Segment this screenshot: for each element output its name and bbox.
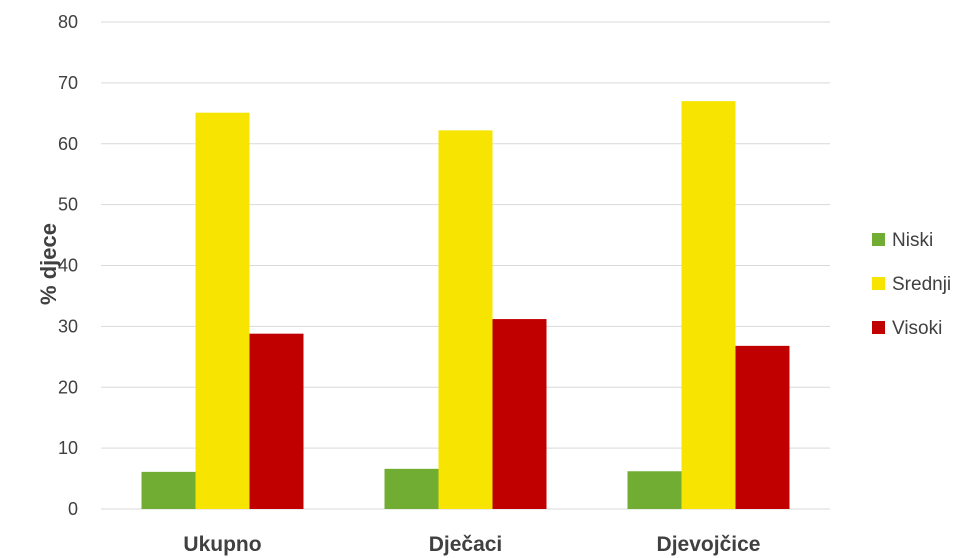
bar-visoki-1 [492,319,547,509]
x-category-label: Djevojčice [657,533,761,556]
y-tick-label: 30 [58,316,78,336]
y-tick-label: 40 [58,256,78,276]
bar-visoki-2 [735,345,790,509]
legend-swatch-visoki [872,321,885,334]
bar-niski-2 [627,471,682,509]
y-tick-label: 50 [58,195,78,215]
y-tick-label: 10 [58,438,78,458]
bars [141,101,790,510]
x-axis-category-labels: Ukupno Dječaci Djevojčice [183,533,760,556]
legend-swatch-niski [872,233,885,246]
bar-niski-1 [384,468,439,509]
y-tick-label: 60 [58,134,78,154]
legend-label-niski: Niski [892,230,933,251]
x-category-label: Ukupno [183,533,261,556]
bar-niski-0 [141,471,196,509]
bar-visoki-0 [249,333,304,509]
x-category-label: Dječaci [429,533,503,556]
bar-srednji-0 [195,112,250,510]
y-axis-tick-labels: 0 10 20 30 40 50 60 70 80 [58,12,78,519]
y-tick-label: 70 [58,73,78,93]
legend: Niski Srednji Visoki [872,230,951,339]
y-tick-label: 80 [58,12,78,32]
y-axis-title: % djece [36,223,61,305]
legend-swatch-srednji [872,277,885,290]
legend-label-srednji: Srednji [892,274,951,295]
bar-srednji-1 [438,130,493,510]
y-tick-label: 0 [68,499,78,519]
bar-srednji-2 [681,101,736,509]
legend-label-visoki: Visoki [892,318,942,339]
y-tick-label: 20 [58,377,78,397]
